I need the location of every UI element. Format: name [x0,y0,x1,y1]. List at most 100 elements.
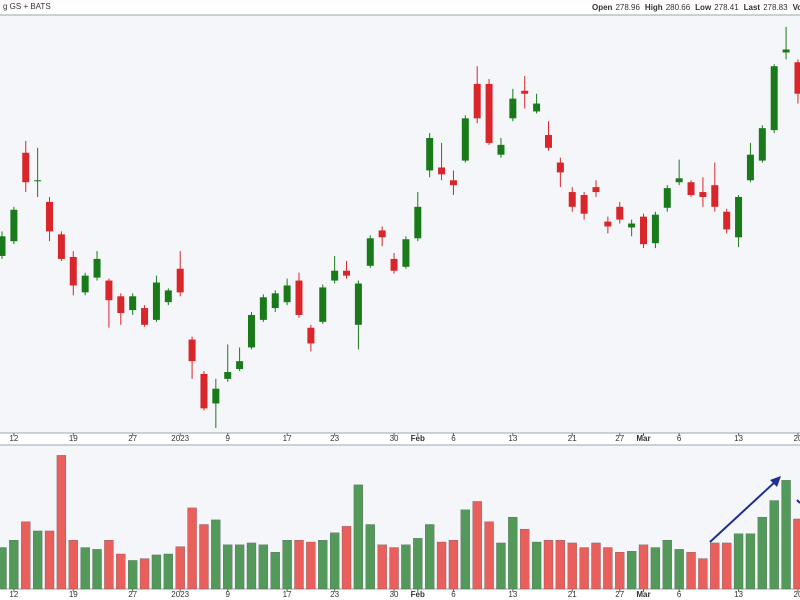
candle-body [259,297,267,320]
candle-body [188,339,196,362]
candle-body [283,285,291,303]
x-tick-label: 6 [677,590,682,599]
volume-bar [710,542,720,590]
quote-value: 280.66 [666,3,691,12]
volume-bar [769,500,779,590]
candle-body [378,230,386,238]
candle-body [521,90,529,94]
volume-bar [211,519,221,590]
volume-bar [0,547,7,590]
x-tick-label: 13 [508,434,517,443]
x-tick-label: 17 [283,590,292,599]
volume-bar [44,530,55,590]
volume-bar [282,540,292,590]
volume-bar [175,546,185,590]
candle-body [236,361,244,370]
header-bar [0,0,800,15]
volume-bar [591,542,601,590]
candle-body [0,236,6,256]
candle-body [402,239,410,267]
source-label: g GS + BATS [3,2,51,11]
x-tick-label: 6 [451,434,456,443]
candle-body [426,137,434,171]
arrow-head [770,476,781,487]
volume-bar [116,553,126,590]
x-tick-label: 23 [330,590,339,599]
quote-value: 278.83 [763,3,788,12]
volume-bar [626,551,637,590]
volume-bar [448,540,459,590]
quote-label: High [645,3,663,12]
volume-bar [234,544,245,590]
volume-bar [187,507,197,590]
volume-bar [413,538,423,590]
x-tick-label: 6 [677,434,682,443]
candle-body [247,314,255,348]
x-tick-label: 20 [794,590,800,599]
volume-bar [341,526,352,590]
volume-bar [520,528,530,590]
volume-bar [567,542,577,590]
volume-bar [698,558,708,590]
candle-body [390,258,398,271]
volume-bar [615,551,625,590]
volume-bar [21,521,31,590]
candle-body [497,144,505,155]
candle-body [473,83,481,119]
volume-bar [377,544,387,590]
candle-body [675,178,683,183]
volume-bar [246,542,257,590]
x-tick-label: 2023 [171,590,189,599]
x-tick-label: 17 [283,434,292,443]
candle-body [782,49,790,53]
marks: 12 12 19 19 27 27 2023 2023 9 9 17 17 23 23 30 30 Feb Feb… [0,26,800,599]
volume-bar [460,509,470,590]
volume-bar [793,518,800,590]
candle-body [794,62,800,94]
candle-body [568,192,576,207]
quote-label: Open [592,3,613,12]
volume-bar [674,549,684,590]
x-tick-label: 23 [330,434,339,443]
x-tick-label: 30 [390,434,399,443]
volume-bar [722,542,732,590]
quote-label: Last [744,3,761,12]
candle-body [414,206,422,239]
candle-body [604,221,612,227]
candle-body [485,83,493,143]
candle-body [200,373,208,409]
candle-body [22,152,30,183]
volume-bar [508,516,518,590]
x-tick-label: 9 [225,590,230,599]
candle-body [331,270,339,281]
x-tick-label: 12 [9,590,18,599]
volume-bar [92,549,102,590]
volume-bar [603,547,613,590]
volume-bar [496,542,506,590]
candle-body [46,201,54,232]
candle-body [758,128,766,161]
candle-body [509,98,517,119]
candle-body [105,280,113,301]
x-tick-label: 20 [794,434,800,443]
x-tick-label: 19 [69,434,78,443]
quote-label: Volume [793,3,800,12]
volume-bar [484,521,494,590]
candle-body [10,209,18,242]
volume-bar [662,540,672,590]
volume-bar [9,540,19,590]
candle-body [628,223,636,228]
volume-bar [555,540,566,590]
volume-bar [318,540,328,590]
volume-bar [32,530,43,590]
candle-body [651,214,659,244]
candle-body [711,185,719,207]
x-tick-label: 21 [568,434,577,443]
candle-body [212,388,220,404]
candle-body [592,187,600,193]
volume-bar [258,544,269,590]
volume-bar [425,524,435,590]
volume-bar [80,547,90,590]
candle-body [687,182,695,196]
volume-bar [638,544,649,590]
